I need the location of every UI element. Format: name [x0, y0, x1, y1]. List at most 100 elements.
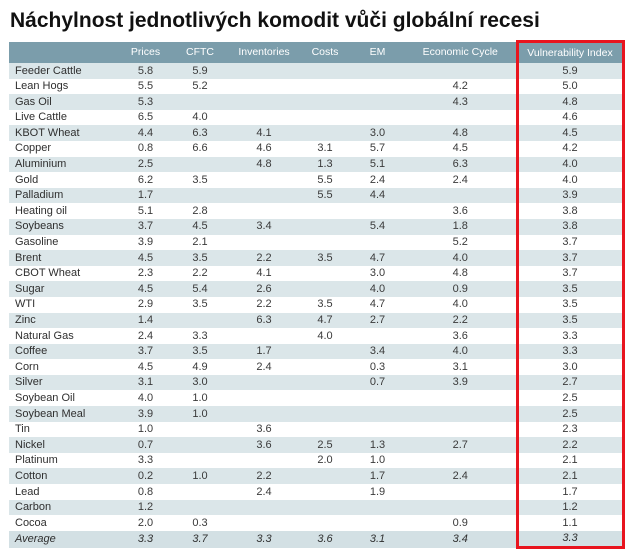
vulnerability-index-cell: 3.5 — [515, 281, 625, 297]
value-cell-economic-cycle — [405, 453, 517, 469]
commodity-name-cell: Tin — [15, 423, 30, 436]
value-cell-prices: 2.5 — [119, 156, 172, 173]
vulnerability-index-cell: 3.3 — [515, 343, 625, 360]
table-row: WTI 2.9 3.5 2.2 3.5 4.7 4.0 3.5 — [9, 296, 625, 313]
value-cell-prices: 0.2 — [119, 468, 172, 485]
value-cell-inventories: 1.7 — [228, 343, 300, 360]
value-cell-economic-cycle: 4.0 — [452, 298, 468, 311]
commodity-name-cell: Gasoline — [15, 236, 59, 249]
average-label-cell: Average — [9, 530, 119, 548]
value-cell-em: 1.3 — [350, 437, 405, 453]
value-cell-economic-cycle: 3.6 — [452, 204, 468, 217]
value-cell-em — [350, 390, 405, 406]
value-cell-cftc: 1.0 — [192, 391, 208, 404]
value-cell-costs — [300, 235, 350, 251]
value-cell-economic-cycle: 2.4 — [405, 468, 517, 485]
value-cell-cftc: 2.8 — [192, 204, 208, 217]
column-header-em: EM — [350, 41, 405, 63]
table-row: Silver 3.1 3.0 0.7 3.9 2.7 — [9, 374, 625, 391]
value-cell-costs — [300, 94, 350, 110]
value-cell-economic-cycle: 3.1 — [452, 360, 468, 373]
value-cell-economic-cycle: 2.4 — [452, 173, 468, 186]
value-cell-economic-cycle: 4.0 — [405, 250, 517, 266]
table-row: Heating oil 5.1 2.8 3.6 3.8 — [9, 203, 625, 219]
value-cell-costs: 5.5 — [300, 187, 350, 204]
value-cell-costs — [300, 484, 350, 500]
value-cell-prices: 4.5 — [119, 281, 172, 297]
value-cell-prices: 4.0 — [137, 391, 154, 404]
commodity-name-cell: Lean Hogs — [15, 80, 69, 93]
value-cell-em: 0.7 — [350, 374, 405, 391]
value-cell-em — [350, 63, 405, 79]
commodity-name-cell: Copper — [15, 142, 52, 155]
vulnerability-index-cell: 4.2 — [515, 140, 625, 157]
value-cell-cftc: 5.9 — [172, 63, 228, 79]
value-cell-inventories: 6.3 — [228, 312, 300, 329]
value-cell-economic-cycle — [405, 110, 517, 126]
value-cell-inventories: 2.4 — [256, 485, 272, 498]
value-cell-costs — [300, 203, 350, 219]
value-cell-cftc: 3.0 — [172, 374, 228, 391]
value-cell-inventories — [228, 172, 300, 188]
value-cell-prices: 1.7 — [119, 187, 172, 204]
value-cell-prices: 3.7 — [119, 218, 172, 235]
value-cell-inventories: 4.8 — [228, 156, 300, 173]
value-cell-costs — [300, 63, 350, 79]
value-cell-em: 3.1 — [350, 530, 405, 548]
value-cell-economic-cycle: 6.3 — [405, 156, 517, 173]
value-cell-economic-cycle: 0.9 — [452, 516, 468, 529]
vulnerability-index-cell: 3.0 — [515, 359, 625, 375]
commodity-name-cell: Heating oil — [15, 204, 67, 217]
value-cell-prices: 5.1 — [137, 204, 154, 217]
table-row: Feeder Cattle 5.8 5.9 5.9 — [9, 63, 625, 79]
value-cell-prices: 0.8 — [137, 142, 154, 155]
value-cell-cftc: 4.9 — [192, 360, 208, 373]
value-cell-economic-cycle: 0.9 — [405, 281, 517, 297]
commodity-name-cell: Coffee — [9, 343, 119, 360]
column-header-economic-cycle: Economic Cycle — [405, 41, 517, 63]
vulnerability-index-cell: 3.7 — [515, 265, 625, 282]
table-row: Tin 1.0 3.6 2.3 — [9, 421, 625, 438]
table-row: CBOT Wheat 2.3 2.2 4.1 3.0 4.8 3.7 — [9, 265, 625, 282]
value-cell-em — [350, 110, 405, 126]
value-cell-prices: 4.4 — [119, 125, 172, 141]
value-cell-costs: 2.0 — [317, 454, 333, 467]
vulnerability-index-cell: 3.7 — [515, 250, 625, 266]
value-cell-em: 3.0 — [350, 125, 405, 141]
commodity-name-cell: Lead — [15, 485, 40, 498]
vulnerability-index-cell: 3.3 — [515, 530, 625, 549]
table-row: Live Cattle 6.5 4.0 4.6 — [9, 109, 625, 126]
value-cell-economic-cycle: 1.8 — [405, 218, 517, 235]
value-cell-costs — [300, 515, 350, 531]
vulnerability-index-cell: 4.8 — [515, 94, 625, 110]
value-cell-prices: 0.7 — [119, 437, 172, 453]
value-cell-costs — [300, 359, 350, 375]
table-row: KBOT Wheat 4.4 6.3 4.1 3.0 4.8 4.5 — [9, 125, 625, 141]
value-cell-cftc: 1.0 — [172, 406, 228, 422]
value-cell-prices: 6.5 — [137, 111, 154, 124]
value-cell-economic-cycle — [405, 499, 517, 516]
value-cell-inventories: 3.3 — [228, 530, 300, 548]
value-cell-economic-cycle: 4.8 — [405, 125, 517, 141]
value-cell-prices: 5.8 — [119, 63, 172, 79]
value-cell-costs — [300, 266, 350, 282]
vulnerability-index-cell: 1.2 — [515, 499, 625, 516]
value-cell-inventories: 2.2 — [228, 250, 300, 266]
commodity-name-cell: Corn — [15, 360, 39, 373]
vulnerability-index-cell: 3.8 — [515, 218, 625, 235]
vulnerability-index-cell: 3.7 — [515, 234, 625, 251]
value-cell-inventories: 2.2 — [256, 298, 272, 311]
value-cell-cftc: 2.1 — [192, 236, 208, 249]
value-cell-prices: 3.9 — [119, 406, 172, 422]
value-cell-economic-cycle — [405, 63, 517, 79]
value-cell-em — [350, 203, 405, 219]
value-cell-em: 5.1 — [350, 156, 405, 173]
commodity-name-cell: Gold — [15, 173, 39, 186]
value-cell-costs — [300, 406, 350, 422]
value-cell-costs: 4.0 — [317, 329, 333, 342]
value-cell-inventories — [228, 110, 300, 126]
vulnerability-index-cell: 3.5 — [515, 296, 625, 313]
value-cell-costs: 3.6 — [300, 530, 350, 548]
vulnerability-index-cell: 1.1 — [515, 515, 625, 531]
value-cell-em — [350, 422, 405, 438]
